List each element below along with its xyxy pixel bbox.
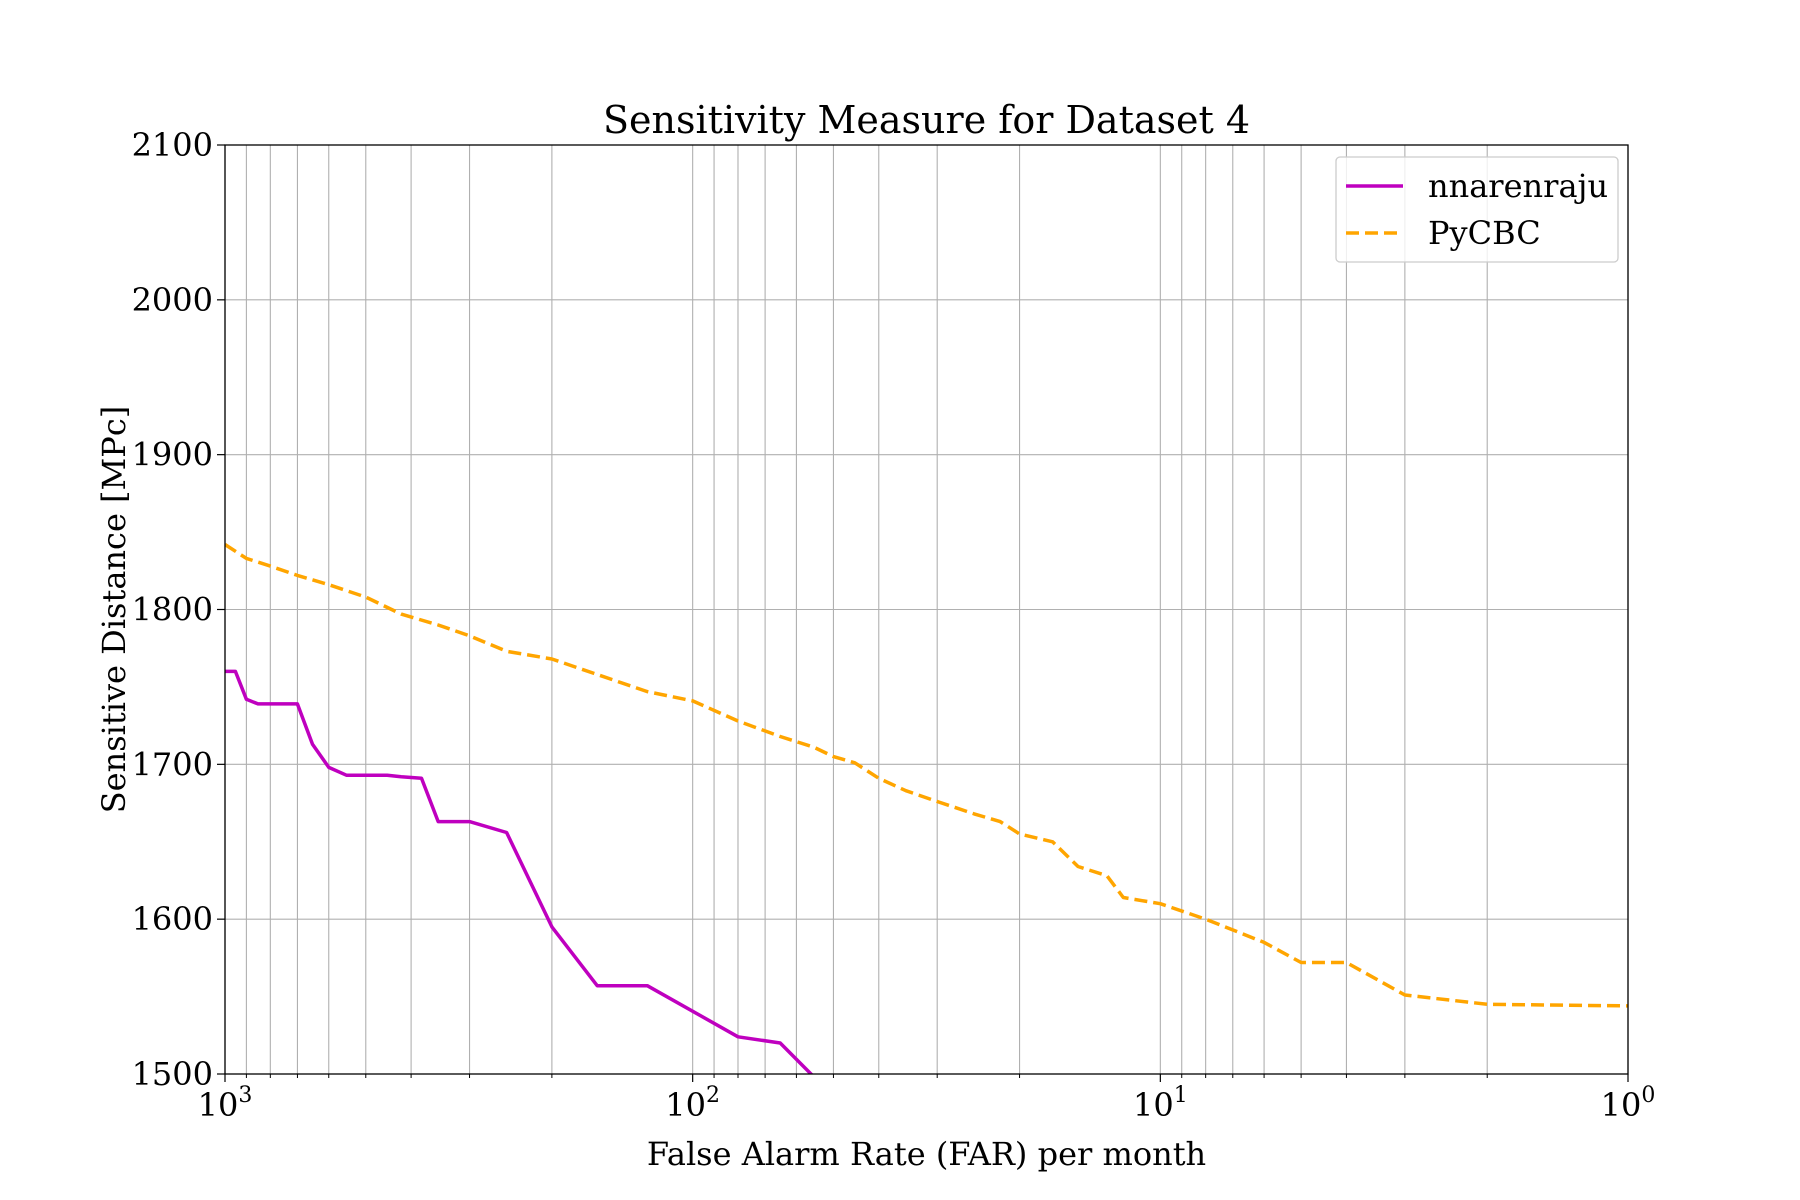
x-axis-label: False Alarm Rate (FAR) per month xyxy=(647,1135,1206,1173)
y-axis-label: Sensitive Distance [MPc] xyxy=(95,406,133,813)
series-line-nnarenraju xyxy=(225,669,814,1074)
y-tick-label: 1600 xyxy=(132,900,213,938)
y-tick-label: 1900 xyxy=(132,436,213,474)
legend-label-nnarenraju: nnarenraju xyxy=(1428,167,1608,205)
x-tick-label: 100 xyxy=(1601,1083,1656,1124)
legend-box xyxy=(1335,156,1619,263)
x-tick-label: 103 xyxy=(198,1083,253,1124)
y-tick-label: 1700 xyxy=(132,745,213,783)
legend: nnarenraju PyCBC xyxy=(1335,156,1619,263)
chart-title: Sensitivity Measure for Dataset 4 xyxy=(603,98,1250,142)
y-tick-label: 1500 xyxy=(132,1055,213,1093)
x-tick-label: 102 xyxy=(665,1083,720,1124)
y-tick-label: 1800 xyxy=(132,591,213,629)
series-line-pycbc xyxy=(225,543,1628,1008)
x-tick-label: 101 xyxy=(1133,1083,1188,1124)
y-tick-label: 2100 xyxy=(132,126,213,164)
y-tick-label: 2000 xyxy=(132,281,213,319)
series-layer xyxy=(225,543,1628,1074)
ticks: 1500 1600 1700 1800 1900 2000 2100 103 102 101 100 xyxy=(132,126,1656,1124)
legend-label-pycbc: PyCBC xyxy=(1428,214,1541,252)
